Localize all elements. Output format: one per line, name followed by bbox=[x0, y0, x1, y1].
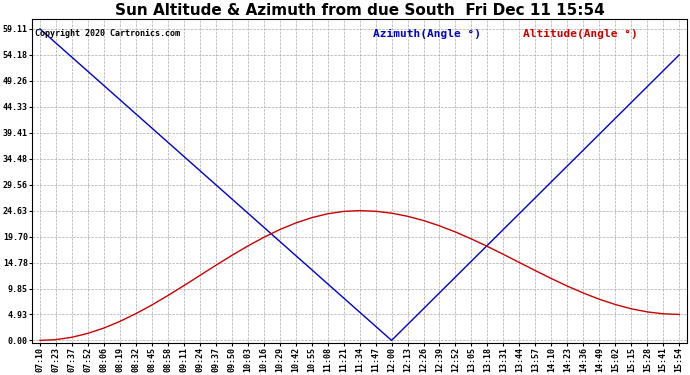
Text: Altitude(Angle °): Altitude(Angle °) bbox=[524, 28, 638, 39]
Text: Azimuth(Angle °): Azimuth(Angle °) bbox=[373, 28, 481, 39]
Text: Copyright 2020 Cartronics.com: Copyright 2020 Cartronics.com bbox=[35, 28, 180, 38]
Title: Sun Altitude & Azimuth from due South  Fri Dec 11 15:54: Sun Altitude & Azimuth from due South Fr… bbox=[115, 3, 604, 18]
